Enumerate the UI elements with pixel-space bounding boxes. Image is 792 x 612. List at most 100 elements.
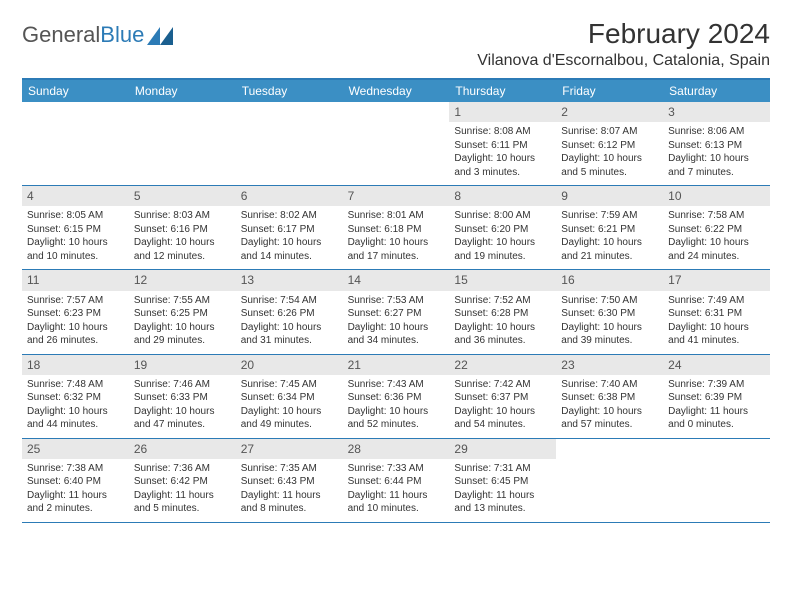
- weekday-header: Monday: [129, 80, 236, 102]
- calendar-day: 3 Sunrise: 8:06 AM Sunset: 6:13 PM Daylig…: [663, 102, 770, 185]
- weekday-header: Tuesday: [236, 80, 343, 102]
- weekday-header-row: SundayMondayTuesdayWednesdayThursdayFrid…: [22, 78, 770, 102]
- calendar-day: 4 Sunrise: 8:05 AM Sunset: 6:15 PM Daylig…: [22, 186, 129, 269]
- calendar-day: 22 Sunrise: 7:42 AM Sunset: 6:37 PM Dayli…: [449, 355, 556, 438]
- weekday-header: Friday: [556, 80, 663, 102]
- day-number: 4: [22, 186, 129, 206]
- weekday-header: Sunday: [22, 80, 129, 102]
- calendar-day-empty: [22, 102, 129, 185]
- day-details: Sunrise: 7:36 AM Sunset: 6:42 PM Dayligh…: [134, 462, 231, 516]
- day-details: Sunrise: 7:55 AM Sunset: 6:25 PM Dayligh…: [134, 294, 231, 348]
- day-details: Sunrise: 7:33 AM Sunset: 6:44 PM Dayligh…: [348, 462, 445, 516]
- logo-text-blue: Blue: [100, 22, 144, 48]
- day-number: 11: [22, 270, 129, 290]
- calendar-day: 23Sunrise: 7:40 AM Sunset: 6:38 PM Dayli…: [556, 355, 663, 438]
- calendar-day-empty: [343, 102, 450, 185]
- day-number: 29: [449, 439, 556, 459]
- day-details: Sunrise: 7:42 AM Sunset: 6:37 PM Dayligh…: [454, 378, 551, 432]
- calendar-day: 18Sunrise: 7:48 AM Sunset: 6:32 PM Dayli…: [22, 355, 129, 438]
- calendar-day: 21Sunrise: 7:43 AM Sunset: 6:36 PM Dayli…: [343, 355, 450, 438]
- weekday-header: Thursday: [449, 80, 556, 102]
- day-details: Sunrise: 7:49 AM Sunset: 6:31 PM Dayligh…: [668, 294, 765, 348]
- day-number: 6: [236, 186, 343, 206]
- calendar-day-empty: [236, 102, 343, 185]
- day-number: 3: [663, 102, 770, 122]
- day-details: Sunrise: 8:05 AM Sunset: 6:15 PM Dayligh…: [27, 209, 124, 263]
- day-number: 20: [236, 355, 343, 375]
- day-number: 28: [343, 439, 450, 459]
- header: GeneralBlue February 2024 Vilanova d'Esc…: [22, 18, 770, 70]
- day-details: Sunrise: 7:53 AM Sunset: 6:27 PM Dayligh…: [348, 294, 445, 348]
- day-details: Sunrise: 7:54 AM Sunset: 6:26 PM Dayligh…: [241, 294, 338, 348]
- day-details: Sunrise: 8:03 AM Sunset: 6:16 PM Dayligh…: [134, 209, 231, 263]
- calendar-day: 5Sunrise: 8:03 AM Sunset: 6:16 PM Daylig…: [129, 186, 236, 269]
- calendar-day-empty: [556, 439, 663, 522]
- day-number: 2: [556, 102, 663, 122]
- calendar-day: 11 Sunrise: 7:57 AM Sunset: 6:23 PM Dayli…: [22, 270, 129, 353]
- calendar-body: 1 Sunrise: 8:08 AM Sunset: 6:11 PM Daylig…: [22, 102, 770, 523]
- month-title: February 2024: [477, 18, 770, 50]
- day-details: Sunrise: 8:07 AM Sunset: 6:12 PM Dayligh…: [561, 125, 658, 179]
- day-number: 10: [663, 186, 770, 206]
- calendar-week: 18Sunrise: 7:48 AM Sunset: 6:32 PM Dayli…: [22, 355, 770, 439]
- day-details: Sunrise: 8:02 AM Sunset: 6:17 PM Dayligh…: [241, 209, 338, 263]
- calendar-day: 10 Sunrise: 7:58 AM Sunset: 6:22 PM Dayli…: [663, 186, 770, 269]
- day-details: Sunrise: 8:06 AM Sunset: 6:13 PM Dayligh…: [668, 125, 765, 179]
- day-number: 24: [663, 355, 770, 375]
- day-details: Sunrise: 7:57 AM Sunset: 6:23 PM Dayligh…: [27, 294, 124, 348]
- day-details: Sunrise: 7:39 AM Sunset: 6:39 PM Dayligh…: [668, 378, 765, 432]
- calendar-day: 7 Sunrise: 8:01 AM Sunset: 6:18 PM Daylig…: [343, 186, 450, 269]
- day-number: 16: [556, 270, 663, 290]
- calendar-day-empty: [663, 439, 770, 522]
- day-number: 17: [663, 270, 770, 290]
- calendar-day: 8Sunrise: 8:00 AM Sunset: 6:20 PM Daylig…: [449, 186, 556, 269]
- day-number: 1: [449, 102, 556, 122]
- calendar-day: 24 Sunrise: 7:39 AM Sunset: 6:39 PM Dayli…: [663, 355, 770, 438]
- logo-icon: [147, 25, 173, 45]
- day-number: 18: [22, 355, 129, 375]
- day-details: Sunrise: 7:50 AM Sunset: 6:30 PM Dayligh…: [561, 294, 658, 348]
- calendar-day: 6 Sunrise: 8:02 AM Sunset: 6:17 PM Daylig…: [236, 186, 343, 269]
- calendar-day: 25 Sunrise: 7:38 AM Sunset: 6:40 PM Dayli…: [22, 439, 129, 522]
- day-number: 21: [343, 355, 450, 375]
- calendar-day: 13 Sunrise: 7:54 AM Sunset: 6:26 PM Dayli…: [236, 270, 343, 353]
- calendar-day: 20Sunrise: 7:45 AM Sunset: 6:34 PM Dayli…: [236, 355, 343, 438]
- logo-text-general: General: [22, 22, 100, 48]
- calendar-week: 11 Sunrise: 7:57 AM Sunset: 6:23 PM Dayli…: [22, 270, 770, 354]
- day-number: 22: [449, 355, 556, 375]
- calendar-day: 19 Sunrise: 7:46 AM Sunset: 6:33 PM Dayli…: [129, 355, 236, 438]
- calendar-day: 1 Sunrise: 8:08 AM Sunset: 6:11 PM Daylig…: [449, 102, 556, 185]
- calendar-week: 1 Sunrise: 8:08 AM Sunset: 6:11 PM Daylig…: [22, 102, 770, 186]
- day-number: 23: [556, 355, 663, 375]
- day-details: Sunrise: 8:08 AM Sunset: 6:11 PM Dayligh…: [454, 125, 551, 179]
- calendar-day: 12 Sunrise: 7:55 AM Sunset: 6:25 PM Dayli…: [129, 270, 236, 353]
- day-number: 7: [343, 186, 450, 206]
- weekday-header: Wednesday: [343, 80, 450, 102]
- day-number: 25: [22, 439, 129, 459]
- day-details: Sunrise: 7:38 AM Sunset: 6:40 PM Dayligh…: [27, 462, 124, 516]
- location: Vilanova d'Escornalbou, Catalonia, Spain: [477, 52, 770, 70]
- calendar-day: 29Sunrise: 7:31 AM Sunset: 6:45 PM Dayli…: [449, 439, 556, 522]
- day-details: Sunrise: 8:01 AM Sunset: 6:18 PM Dayligh…: [348, 209, 445, 263]
- logo: GeneralBlue: [22, 18, 173, 48]
- day-number: 12: [129, 270, 236, 290]
- day-details: Sunrise: 7:35 AM Sunset: 6:43 PM Dayligh…: [241, 462, 338, 516]
- day-number: 26: [129, 439, 236, 459]
- day-details: Sunrise: 7:59 AM Sunset: 6:21 PM Dayligh…: [561, 209, 658, 263]
- calendar-day: 15Sunrise: 7:52 AM Sunset: 6:28 PM Dayli…: [449, 270, 556, 353]
- day-number: 19: [129, 355, 236, 375]
- day-number: 9: [556, 186, 663, 206]
- calendar: SundayMondayTuesdayWednesdayThursdayFrid…: [22, 78, 770, 523]
- calendar-day: 16 Sunrise: 7:50 AM Sunset: 6:30 PM Dayli…: [556, 270, 663, 353]
- calendar-day: 17 Sunrise: 7:49 AM Sunset: 6:31 PM Dayli…: [663, 270, 770, 353]
- day-number: 27: [236, 439, 343, 459]
- calendar-day: 27 Sunrise: 7:35 AM Sunset: 6:43 PM Dayli…: [236, 439, 343, 522]
- calendar-day: 14 Sunrise: 7:53 AM Sunset: 6:27 PM Dayli…: [343, 270, 450, 353]
- day-number: 13: [236, 270, 343, 290]
- day-number: 14: [343, 270, 450, 290]
- day-details: Sunrise: 7:46 AM Sunset: 6:33 PM Dayligh…: [134, 378, 231, 432]
- calendar-day: 26 Sunrise: 7:36 AM Sunset: 6:42 PM Dayli…: [129, 439, 236, 522]
- day-details: Sunrise: 8:00 AM Sunset: 6:20 PM Dayligh…: [454, 209, 551, 263]
- calendar-day: 28 Sunrise: 7:33 AM Sunset: 6:44 PM Dayli…: [343, 439, 450, 522]
- day-details: Sunrise: 7:58 AM Sunset: 6:22 PM Dayligh…: [668, 209, 765, 263]
